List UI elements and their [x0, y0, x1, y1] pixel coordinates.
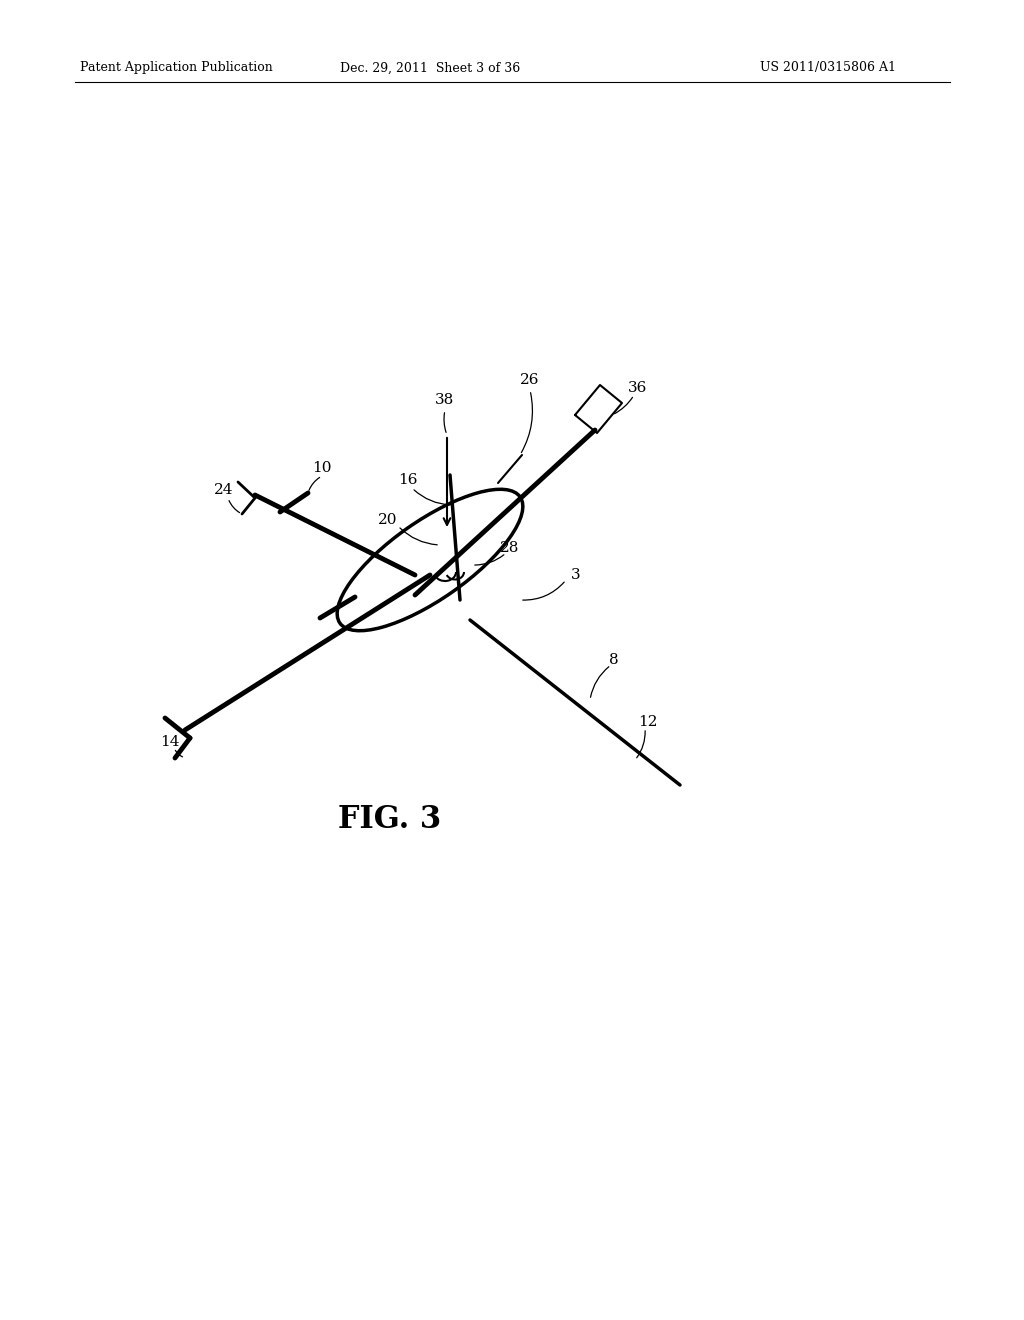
Text: 10: 10	[312, 461, 332, 475]
Text: 36: 36	[629, 381, 648, 395]
Text: 8: 8	[609, 653, 618, 667]
Text: 14: 14	[160, 735, 180, 748]
Text: FIG. 3: FIG. 3	[338, 804, 441, 836]
Text: 38: 38	[435, 393, 455, 407]
Text: 3: 3	[571, 568, 581, 582]
Text: 16: 16	[398, 473, 418, 487]
Text: US 2011/0315806 A1: US 2011/0315806 A1	[760, 62, 896, 74]
Text: Patent Application Publication: Patent Application Publication	[80, 62, 272, 74]
Text: 12: 12	[638, 715, 657, 729]
Text: 20: 20	[378, 513, 397, 527]
Text: Dec. 29, 2011  Sheet 3 of 36: Dec. 29, 2011 Sheet 3 of 36	[340, 62, 520, 74]
Text: 26: 26	[520, 374, 540, 387]
Text: 24: 24	[214, 483, 233, 498]
Text: 28: 28	[501, 541, 520, 554]
